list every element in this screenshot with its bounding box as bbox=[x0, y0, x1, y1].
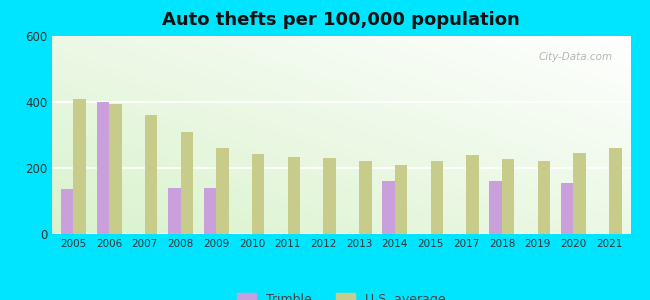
Bar bbox=[382, 181, 395, 234]
Text: City-Data.com: City-Data.com bbox=[539, 52, 613, 62]
Bar bbox=[203, 188, 216, 234]
Bar bbox=[61, 190, 73, 234]
Bar bbox=[97, 102, 109, 234]
Bar bbox=[324, 158, 336, 234]
Bar bbox=[73, 99, 86, 234]
Bar bbox=[168, 188, 181, 234]
Title: Auto thefts per 100,000 population: Auto thefts per 100,000 population bbox=[162, 11, 520, 29]
Bar bbox=[538, 161, 550, 234]
Bar bbox=[395, 165, 408, 234]
Bar bbox=[609, 148, 621, 234]
Bar bbox=[573, 153, 586, 234]
Bar bbox=[181, 132, 193, 234]
Bar bbox=[216, 148, 229, 234]
Bar bbox=[252, 154, 265, 234]
Bar bbox=[288, 158, 300, 234]
Bar bbox=[489, 181, 502, 234]
Bar bbox=[430, 161, 443, 234]
Bar bbox=[466, 155, 479, 234]
Bar bbox=[109, 104, 122, 234]
Bar bbox=[359, 161, 372, 234]
Bar bbox=[502, 159, 514, 234]
Bar bbox=[561, 183, 573, 234]
Bar bbox=[145, 115, 157, 234]
Legend: Trimble, U.S. average: Trimble, U.S. average bbox=[232, 288, 450, 300]
